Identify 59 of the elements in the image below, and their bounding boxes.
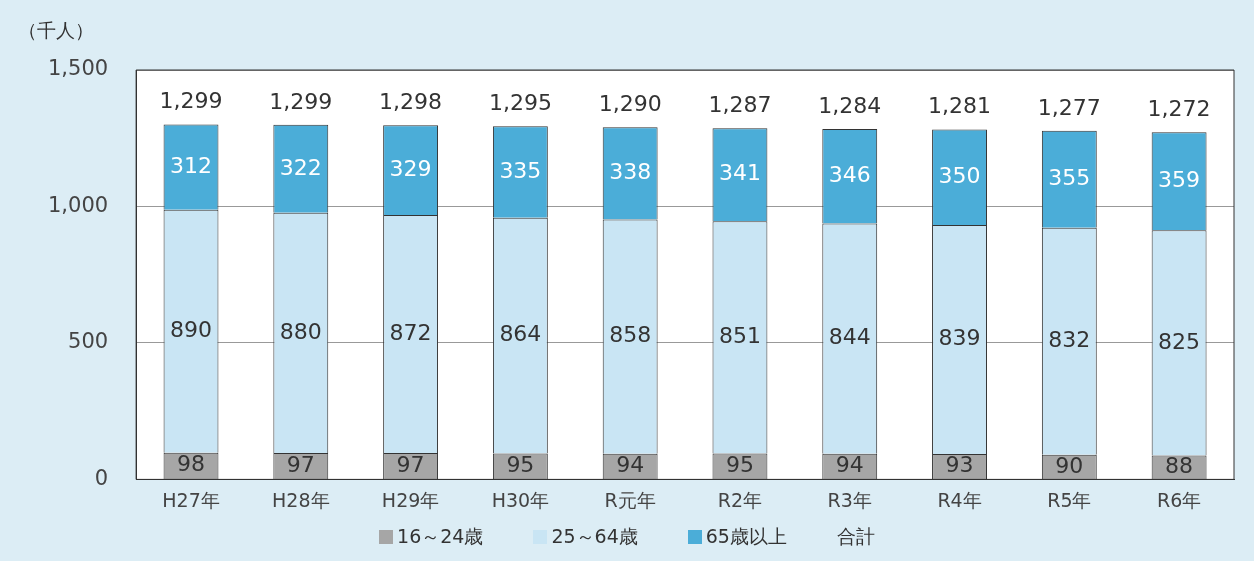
data-label: 350: [938, 162, 981, 188]
x-tick-label: H29年: [381, 488, 440, 511]
data-label: 844: [828, 324, 871, 350]
total-label: 1,287: [708, 91, 772, 117]
legend-label: 65歳以上: [705, 524, 787, 549]
total-label: 1,281: [928, 93, 992, 119]
total-label: 1,277: [1037, 94, 1101, 120]
data-label: 355: [1048, 165, 1091, 191]
y-tick-label: 500: [68, 329, 109, 354]
x-tick-label: R3年: [827, 488, 872, 511]
x-tick-label: R2年: [717, 488, 763, 511]
data-label: 839: [938, 325, 981, 351]
data-label: 90: [1055, 452, 1084, 478]
legend-label: 25～64歳: [551, 524, 638, 549]
data-label: 864: [499, 321, 542, 347]
x-tick-label: R5年: [1047, 488, 1092, 511]
x-tick-label: H27年: [162, 488, 220, 511]
data-label: 825: [1158, 328, 1201, 354]
x-tick-label: R6年: [1156, 488, 1202, 511]
text: 合計: [836, 524, 875, 549]
data-label: 97: [286, 451, 315, 477]
data-label: 95: [725, 451, 754, 477]
data-label: 338: [609, 159, 652, 185]
data-label: 98: [177, 451, 206, 477]
y-tick-label: 1,500: [47, 56, 109, 81]
data-label: 359: [1158, 166, 1201, 192]
y-axis-title: （千人）: [18, 18, 94, 43]
data-label: 851: [718, 323, 761, 349]
data-label: 88: [1165, 452, 1194, 478]
data-label: 832: [1048, 327, 1091, 353]
data-label: 880: [279, 318, 322, 344]
y-tick-label: 1,000: [47, 192, 109, 217]
x-tick-label: H28年: [272, 488, 330, 511]
data-label: 890: [170, 316, 213, 342]
legend-label: 16～24歳: [397, 524, 484, 549]
data-label: 346: [828, 161, 871, 187]
x-tick-label: R元年: [604, 488, 656, 511]
total-label: 1,272: [1147, 95, 1211, 121]
data-label: 95: [506, 451, 535, 477]
data-label: 93: [945, 452, 974, 478]
y-tick-label: 0: [94, 465, 109, 490]
data-label: 872: [389, 319, 432, 345]
total-label: 1,299: [269, 88, 333, 114]
data-label: 335: [499, 157, 542, 183]
data-label: 322: [279, 154, 322, 180]
total-label: 1,290: [598, 91, 662, 117]
total-label: 1,284: [818, 92, 882, 118]
data-label: 94: [835, 452, 864, 478]
x-tick-label: H30年: [491, 488, 550, 511]
data-label: 312: [170, 152, 213, 178]
total-label: 1,299: [159, 88, 223, 114]
data-label: 858: [609, 322, 652, 348]
total-label: 1,298: [379, 88, 443, 114]
data-label: 341: [718, 160, 761, 186]
data-label: 94: [616, 452, 645, 478]
x-tick-label: R4年: [937, 488, 982, 511]
data-label: 97: [396, 451, 425, 477]
data-label: 329: [389, 155, 432, 181]
total-label: 1,295: [488, 89, 552, 115]
